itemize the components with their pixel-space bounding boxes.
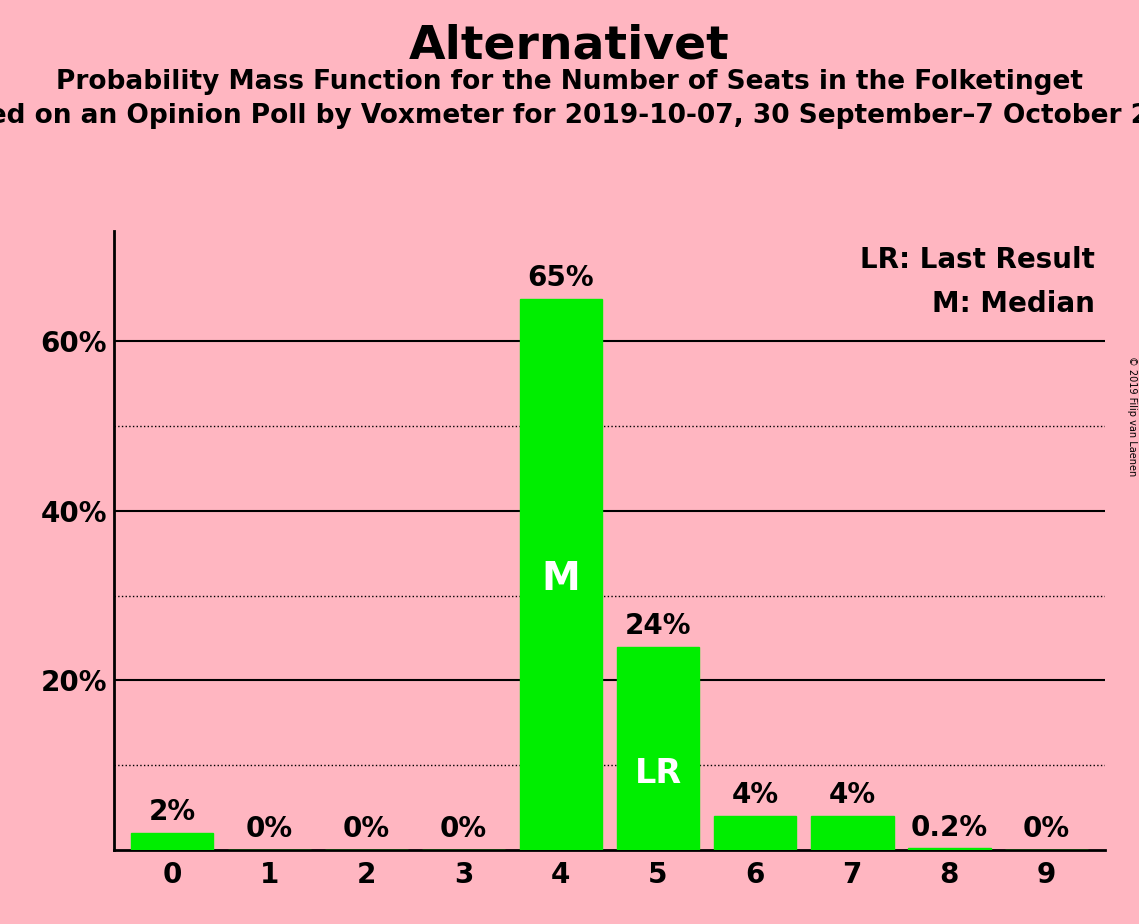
Text: Probability Mass Function for the Number of Seats in the Folketinget: Probability Mass Function for the Number… bbox=[56, 69, 1083, 95]
Bar bbox=[714, 816, 796, 850]
Text: 65%: 65% bbox=[527, 264, 595, 292]
Text: 0.2%: 0.2% bbox=[911, 814, 988, 842]
Bar bbox=[811, 816, 893, 850]
Bar bbox=[908, 848, 991, 850]
Text: LR: Last Result: LR: Last Result bbox=[860, 247, 1095, 274]
Text: 4%: 4% bbox=[731, 782, 779, 809]
Text: 0%: 0% bbox=[440, 815, 487, 844]
Text: M: Median: M: Median bbox=[932, 290, 1095, 318]
Text: Alternativet: Alternativet bbox=[409, 23, 730, 68]
Text: 0%: 0% bbox=[343, 815, 390, 844]
Text: 0%: 0% bbox=[1023, 815, 1071, 844]
Text: 24%: 24% bbox=[624, 612, 691, 639]
Text: Based on an Opinion Poll by Voxmeter for 2019-10-07, 30 September–7 October 2019: Based on an Opinion Poll by Voxmeter for… bbox=[0, 103, 1139, 129]
Bar bbox=[131, 833, 213, 850]
Bar bbox=[616, 647, 699, 850]
Text: M: M bbox=[541, 560, 580, 598]
Bar bbox=[519, 298, 603, 850]
Text: © 2019 Filip van Laenen: © 2019 Filip van Laenen bbox=[1126, 356, 1137, 476]
Text: LR: LR bbox=[634, 758, 681, 790]
Text: 0%: 0% bbox=[246, 815, 293, 844]
Text: 4%: 4% bbox=[829, 782, 876, 809]
Text: 2%: 2% bbox=[148, 798, 196, 826]
